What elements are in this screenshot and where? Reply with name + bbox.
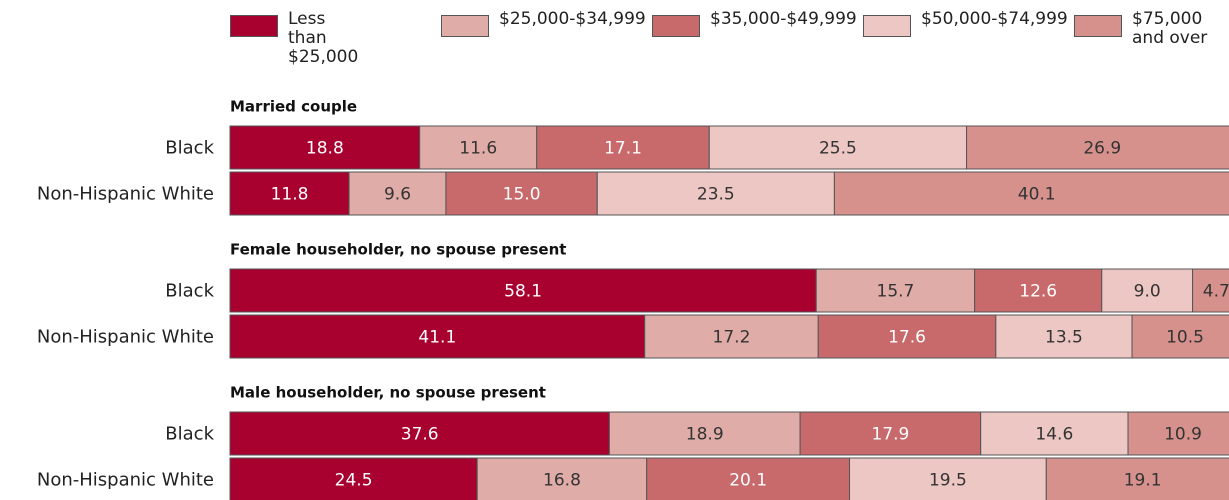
legend-swatch [441, 15, 489, 37]
bar-segment [815, 268, 976, 313]
category-label: Non-Hispanic White [37, 327, 214, 348]
bar-segment [536, 125, 710, 170]
value-label: 17.9 [871, 425, 909, 445]
bar-segment [229, 314, 646, 359]
value-label: 17.2 [713, 328, 751, 348]
bar-segment [995, 314, 1133, 359]
value-label: 13.5 [1045, 328, 1083, 348]
value-label: 15.0 [503, 185, 541, 205]
bar-segment [974, 268, 1103, 313]
bar-segment [229, 171, 350, 216]
bar-segment [799, 411, 982, 456]
value-label: 16.8 [543, 471, 581, 491]
category-label: Non-Hispanic White [37, 470, 214, 491]
value-label: 58.1 [504, 282, 542, 302]
legend: Less than $25,000 $25,000-$34,999 $35,000-… [0, 0, 1229, 80]
bar-segment [1131, 314, 1229, 359]
group-title: Married couple [230, 98, 357, 116]
value-label: 40.1 [1018, 185, 1056, 205]
bar-segment [980, 411, 1129, 456]
value-label: 18.8 [306, 139, 344, 159]
value-label: 18.9 [686, 425, 724, 445]
value-label: 26.9 [1083, 139, 1121, 159]
value-label: 9.6 [384, 185, 411, 205]
bar-segment [229, 411, 610, 456]
value-label: 24.5 [335, 471, 373, 491]
value-label: 23.5 [697, 185, 735, 205]
bar-segment [966, 125, 1229, 170]
legend-item: Less than $25,000 [230, 10, 368, 67]
category-label: Black [165, 424, 214, 445]
bar-segment [646, 457, 851, 500]
legend-swatch [863, 15, 911, 37]
value-label: 17.1 [604, 139, 642, 159]
bar-segment [833, 171, 1229, 216]
value-label: 14.6 [1035, 425, 1073, 445]
value-label: 9.0 [1134, 282, 1161, 302]
legend-swatch [230, 15, 278, 37]
value-label: 20.1 [729, 471, 767, 491]
value-label: 4.7 [1203, 282, 1229, 302]
bar-segment [849, 457, 1047, 500]
value-label: 19.1 [1124, 471, 1162, 491]
bar-segment [596, 171, 835, 216]
legend-label: Less than $25,000 [288, 9, 359, 67]
value-label: 41.1 [418, 328, 456, 348]
category-label: Black [165, 138, 214, 159]
value-label: 37.6 [401, 425, 439, 445]
bar-segment [1045, 457, 1229, 500]
bar-segment [445, 171, 598, 216]
value-label: 10.9 [1164, 425, 1202, 445]
value-label: 25.5 [819, 139, 857, 159]
value-label: 19.5 [929, 471, 967, 491]
bar-segment [608, 411, 801, 456]
group-title: Female householder, no spouse present [230, 241, 566, 259]
legend-label: $75,000 and over [1132, 9, 1208, 48]
bar-segment [1127, 411, 1229, 456]
value-label: 11.6 [459, 139, 497, 159]
bar-segment [419, 125, 538, 170]
value-label: 15.7 [877, 282, 915, 302]
value-label: 17.6 [888, 328, 926, 348]
category-label: Black [165, 281, 214, 302]
legend-swatch [1074, 15, 1122, 37]
bar-segment [1192, 268, 1229, 313]
value-label: 10.5 [1166, 328, 1204, 348]
value-label: 11.8 [271, 185, 309, 205]
group-title: Male householder, no spouse present [230, 384, 546, 402]
bar-segment [644, 314, 819, 359]
bar-segment [229, 125, 421, 170]
legend-item: $75,000 and over [1074, 10, 1212, 48]
value-label: 12.6 [1019, 282, 1057, 302]
category-label: Non-Hispanic White [37, 184, 214, 205]
bar-segment [348, 171, 447, 216]
legend-swatch [652, 15, 700, 37]
